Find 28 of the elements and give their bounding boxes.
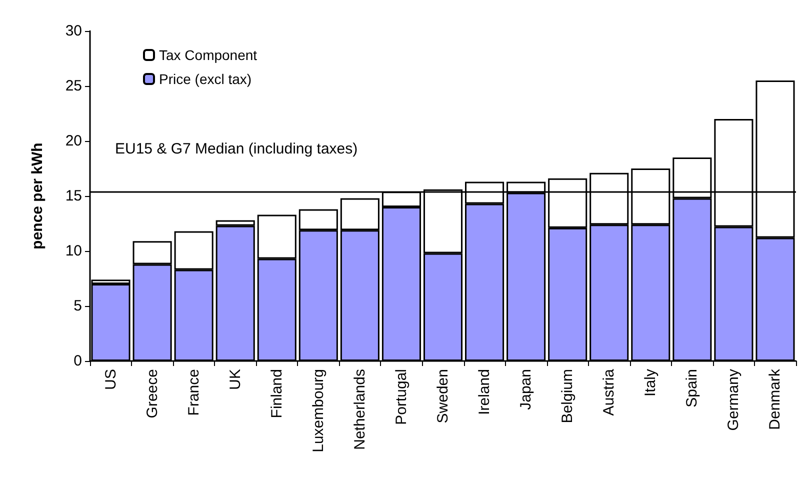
y-tick-label: 30 (65, 22, 82, 40)
x-tick-label: Greece (144, 369, 161, 418)
ref-line-label: EU15 & G7 Median (including taxes) (115, 140, 358, 158)
x-tick-label: Finland (268, 369, 286, 418)
x-tick-label: UK (226, 369, 244, 390)
x-tick-label: Germany (725, 368, 742, 431)
x-tick-label: Italy (642, 368, 660, 397)
x-tick-label: Ireland (476, 369, 494, 415)
x-tick-label: US (102, 369, 120, 390)
x-tick-label: Netherlands (351, 369, 368, 450)
legend-label: Price (excl tax) (159, 71, 252, 87)
x-tick-label: Portugal (392, 369, 410, 425)
y-tick-label: 0 (74, 352, 82, 370)
x-tick-label: France (185, 369, 202, 416)
x-tick-label: Sweden (434, 369, 452, 424)
x-tick-label: Spain (684, 369, 701, 408)
x-tick-label: Denmark (766, 368, 784, 430)
y-tick-label: 20 (65, 132, 82, 150)
x-tick-label: Belgium (559, 369, 576, 424)
y-tick-label: 5 (74, 298, 82, 314)
y-tick-label: 10 (65, 242, 82, 260)
legend-label: Tax Component (159, 47, 258, 63)
x-tick-label: Austria (600, 368, 618, 416)
y-axis-title: pence per kWh (29, 142, 46, 250)
y-tick-label: 15 (65, 188, 82, 204)
x-tick-label: Luxembourg (310, 369, 327, 452)
y-tick-label: 25 (65, 78, 82, 94)
x-tick-label: Japan (518, 369, 535, 410)
